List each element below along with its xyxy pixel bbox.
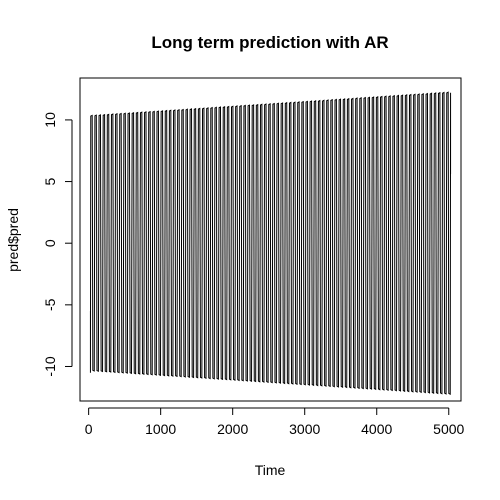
- x-tick-label: 5000: [433, 421, 464, 437]
- x-tick-label: 2000: [217, 421, 248, 437]
- y-tick-label: -5: [42, 298, 58, 311]
- series-layer: [89, 91, 452, 396]
- chart-title: Long term prediction with AR: [151, 33, 388, 52]
- x-axis: 0 1000 2000 3000 4000 5000: [85, 407, 465, 437]
- y-tick-label: 0: [42, 239, 58, 247]
- y-tick-label: 10: [42, 112, 58, 128]
- x-tick-label: 4000: [361, 421, 392, 437]
- y-tick-label: 5: [42, 177, 58, 185]
- x-axis-label: Time: [255, 462, 286, 478]
- x-tick-label: 0: [85, 421, 93, 437]
- x-tick-label: 3000: [289, 421, 320, 437]
- y-tick-label: -10: [42, 356, 58, 376]
- x-tick-label: 1000: [145, 421, 176, 437]
- series-line: [89, 91, 452, 396]
- y-axis-label: pred$pred: [5, 208, 21, 272]
- y-axis: -10 -5 0 5 10: [42, 112, 73, 377]
- plot-frame: [79, 77, 462, 402]
